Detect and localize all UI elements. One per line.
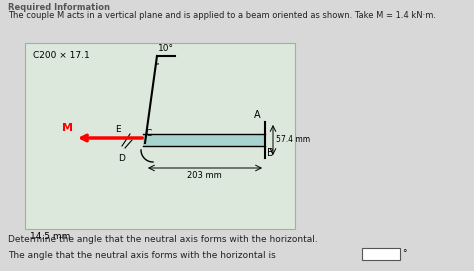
Text: A: A — [254, 110, 260, 120]
Text: The angle that the neutral axis forms with the horizontal is: The angle that the neutral axis forms wi… — [8, 251, 276, 260]
Text: °: ° — [402, 250, 407, 259]
Text: 10°: 10° — [158, 44, 174, 53]
Text: Determine the angle that the neutral axis forms with the horizontal.: Determine the angle that the neutral axi… — [8, 235, 318, 244]
Text: M: M — [62, 123, 73, 133]
Text: C: C — [146, 129, 152, 138]
Text: Required Information: Required Information — [8, 3, 110, 12]
Text: 203 mm: 203 mm — [187, 171, 221, 180]
Text: C200 × 17.1: C200 × 17.1 — [33, 51, 90, 60]
Text: 57.4 mm: 57.4 mm — [276, 136, 310, 144]
Bar — [25, 43, 295, 229]
Text: B: B — [267, 148, 274, 158]
Text: 14.5 mm: 14.5 mm — [30, 232, 70, 241]
Text: D: D — [118, 154, 125, 163]
Bar — [362, 248, 400, 260]
Text: The couple M acts in a vertical plane and is applied to a beam oriented as shown: The couple M acts in a vertical plane an… — [8, 11, 436, 20]
Text: E: E — [115, 125, 120, 134]
Bar — [143, 134, 265, 146]
